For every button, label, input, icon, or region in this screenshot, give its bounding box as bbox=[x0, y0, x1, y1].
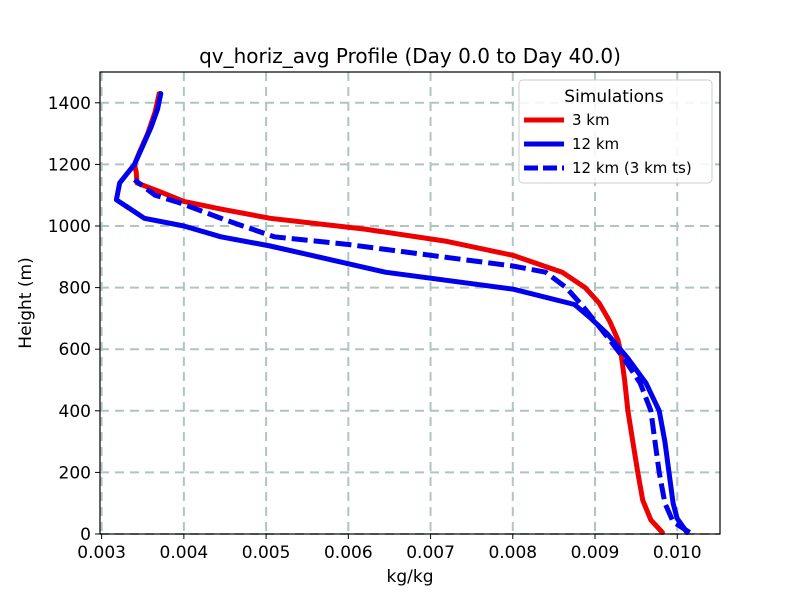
x-tick-label: 0.010 bbox=[653, 543, 702, 563]
y-axis-label: Height (m) bbox=[16, 257, 36, 348]
x-tick-label: 0.009 bbox=[571, 543, 620, 563]
y-tick-label: 800 bbox=[59, 279, 91, 299]
legend-label-12km-3km-ts: 12 km (3 km ts) bbox=[572, 159, 692, 177]
plot-frame bbox=[99, 71, 721, 535]
y-tick-label: 200 bbox=[59, 463, 91, 483]
series-line-12-km bbox=[113, 91, 690, 535]
x-tick-label: 0.005 bbox=[242, 543, 291, 563]
legend-title: Simulations bbox=[564, 87, 664, 107]
x-axis: 0.003 0.004 0.005 0.006 0.007 0.008 0.009 0.010 bbox=[77, 534, 702, 563]
chart-title: qv_horiz_avg Profile (Day 0.0 to Day 40.… bbox=[199, 44, 621, 68]
legend-label-12km: 12 km bbox=[572, 135, 619, 153]
x-tick-label: 0.003 bbox=[77, 543, 126, 563]
legend-box bbox=[518, 79, 713, 184]
y-tick-label: 1400 bbox=[48, 94, 91, 114]
x-axis-label: kg/kg bbox=[387, 567, 434, 587]
y-tick-label: 400 bbox=[59, 402, 91, 422]
x-tick-label: 0.008 bbox=[488, 543, 537, 563]
series-line-12-km-3-km-ts bbox=[133, 177, 691, 535]
x-tick-label: 0.006 bbox=[324, 543, 373, 563]
legend: Simulations 3 km 12 km 12 km (3 km ts) bbox=[518, 79, 713, 184]
y-axis: 0 200 400 600 800 1000 1200 1400 bbox=[48, 94, 100, 545]
legend-entry-12km-3km-ts: 12 km (3 km ts) bbox=[524, 159, 692, 177]
y-tick-label: 0 bbox=[80, 525, 91, 545]
y-tick-label: 1000 bbox=[48, 217, 91, 237]
legend-label-3km: 3 km bbox=[572, 111, 610, 129]
y-tick-label: 1200 bbox=[48, 155, 91, 175]
legend-entry-12km: 12 km bbox=[524, 135, 619, 153]
legend-entry-3km: 3 km bbox=[524, 111, 610, 129]
series-layer bbox=[113, 91, 691, 535]
x-tick-label: 0.004 bbox=[160, 543, 209, 563]
y-tick-label: 600 bbox=[59, 340, 91, 360]
x-tick-label: 0.007 bbox=[406, 543, 455, 563]
